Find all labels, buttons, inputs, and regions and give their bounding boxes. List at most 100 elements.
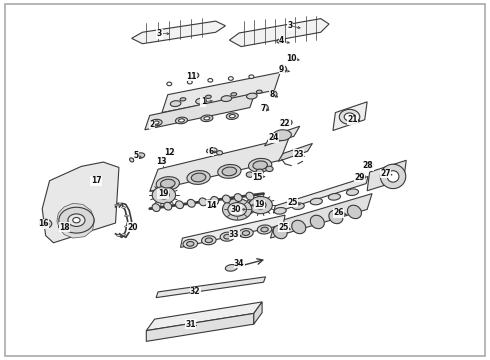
Text: 32: 32 (190, 287, 200, 296)
Ellipse shape (206, 148, 217, 153)
Polygon shape (229, 19, 329, 46)
Polygon shape (147, 302, 262, 330)
Text: 3: 3 (157, 29, 162, 38)
Ellipse shape (273, 225, 287, 239)
Ellipse shape (228, 77, 233, 80)
Text: 31: 31 (185, 320, 196, 329)
Polygon shape (333, 102, 367, 131)
Text: 6: 6 (208, 147, 214, 156)
Polygon shape (367, 160, 406, 191)
Ellipse shape (167, 149, 174, 153)
Ellipse shape (222, 167, 237, 176)
Ellipse shape (152, 204, 160, 212)
Text: 14: 14 (206, 201, 217, 210)
Ellipse shape (73, 217, 80, 223)
Ellipse shape (280, 119, 292, 126)
Text: 4: 4 (279, 36, 284, 45)
Ellipse shape (261, 227, 268, 232)
Ellipse shape (217, 150, 222, 155)
Ellipse shape (274, 208, 286, 214)
Text: 9: 9 (279, 65, 284, 74)
Ellipse shape (201, 236, 216, 245)
Ellipse shape (248, 158, 272, 172)
Ellipse shape (211, 197, 219, 204)
Ellipse shape (159, 191, 169, 199)
Ellipse shape (255, 201, 266, 209)
Ellipse shape (387, 171, 399, 182)
Text: 30: 30 (231, 205, 242, 214)
Text: 18: 18 (59, 223, 70, 232)
Ellipse shape (124, 215, 128, 217)
Ellipse shape (221, 96, 232, 102)
Polygon shape (180, 215, 285, 247)
Ellipse shape (192, 73, 199, 78)
Text: 25: 25 (278, 223, 288, 232)
Text: 11: 11 (186, 72, 196, 81)
Ellipse shape (122, 207, 125, 208)
Ellipse shape (122, 234, 125, 235)
Ellipse shape (196, 98, 206, 104)
Ellipse shape (115, 204, 119, 206)
Polygon shape (162, 72, 280, 113)
Ellipse shape (266, 166, 273, 172)
Polygon shape (265, 126, 300, 146)
Ellipse shape (328, 194, 341, 200)
Ellipse shape (249, 75, 254, 78)
Polygon shape (156, 277, 266, 298)
Ellipse shape (43, 222, 49, 226)
Text: 28: 28 (363, 161, 373, 170)
Ellipse shape (273, 130, 292, 141)
Polygon shape (278, 143, 313, 161)
Ellipse shape (167, 82, 172, 86)
Ellipse shape (292, 203, 304, 210)
Text: 16: 16 (38, 219, 49, 228)
Ellipse shape (150, 119, 162, 126)
Ellipse shape (239, 229, 253, 238)
Text: 1: 1 (201, 97, 206, 106)
Text: 19: 19 (254, 200, 265, 209)
Text: 15: 15 (252, 173, 263, 182)
Text: 27: 27 (380, 169, 391, 178)
Ellipse shape (270, 91, 277, 97)
Ellipse shape (246, 192, 254, 200)
Ellipse shape (365, 162, 373, 168)
Polygon shape (147, 314, 254, 341)
Ellipse shape (68, 214, 85, 226)
Ellipse shape (118, 203, 122, 205)
Ellipse shape (205, 238, 213, 243)
Ellipse shape (175, 201, 184, 209)
Text: 34: 34 (234, 259, 245, 268)
Ellipse shape (135, 153, 145, 158)
Ellipse shape (59, 207, 94, 233)
Text: 21: 21 (347, 115, 358, 124)
Ellipse shape (346, 189, 359, 195)
Ellipse shape (344, 113, 355, 121)
Text: 20: 20 (127, 223, 138, 232)
Ellipse shape (204, 117, 210, 120)
Ellipse shape (152, 186, 175, 204)
Ellipse shape (40, 219, 52, 228)
Ellipse shape (290, 54, 296, 60)
Text: 2: 2 (149, 120, 155, 129)
Ellipse shape (161, 179, 175, 188)
Ellipse shape (171, 101, 181, 107)
Polygon shape (150, 138, 289, 192)
Text: 17: 17 (91, 176, 101, 185)
Ellipse shape (292, 220, 306, 234)
Ellipse shape (228, 203, 246, 216)
Text: 5: 5 (134, 151, 139, 160)
Ellipse shape (160, 157, 166, 164)
Polygon shape (270, 194, 372, 238)
Ellipse shape (222, 195, 230, 203)
Ellipse shape (246, 172, 253, 177)
Ellipse shape (277, 39, 285, 43)
Ellipse shape (178, 119, 184, 122)
Text: 8: 8 (269, 90, 274, 99)
Ellipse shape (339, 109, 360, 125)
Ellipse shape (59, 223, 70, 230)
Ellipse shape (261, 104, 269, 111)
Ellipse shape (153, 121, 159, 124)
Ellipse shape (208, 78, 213, 82)
Text: 3: 3 (287, 21, 293, 30)
Ellipse shape (231, 93, 237, 96)
